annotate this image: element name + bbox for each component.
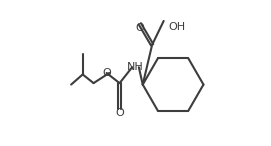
Text: NH: NH [127,62,143,72]
Text: O: O [136,23,144,33]
Text: OH: OH [169,22,186,32]
Text: O: O [102,68,111,78]
Text: O: O [115,108,124,118]
